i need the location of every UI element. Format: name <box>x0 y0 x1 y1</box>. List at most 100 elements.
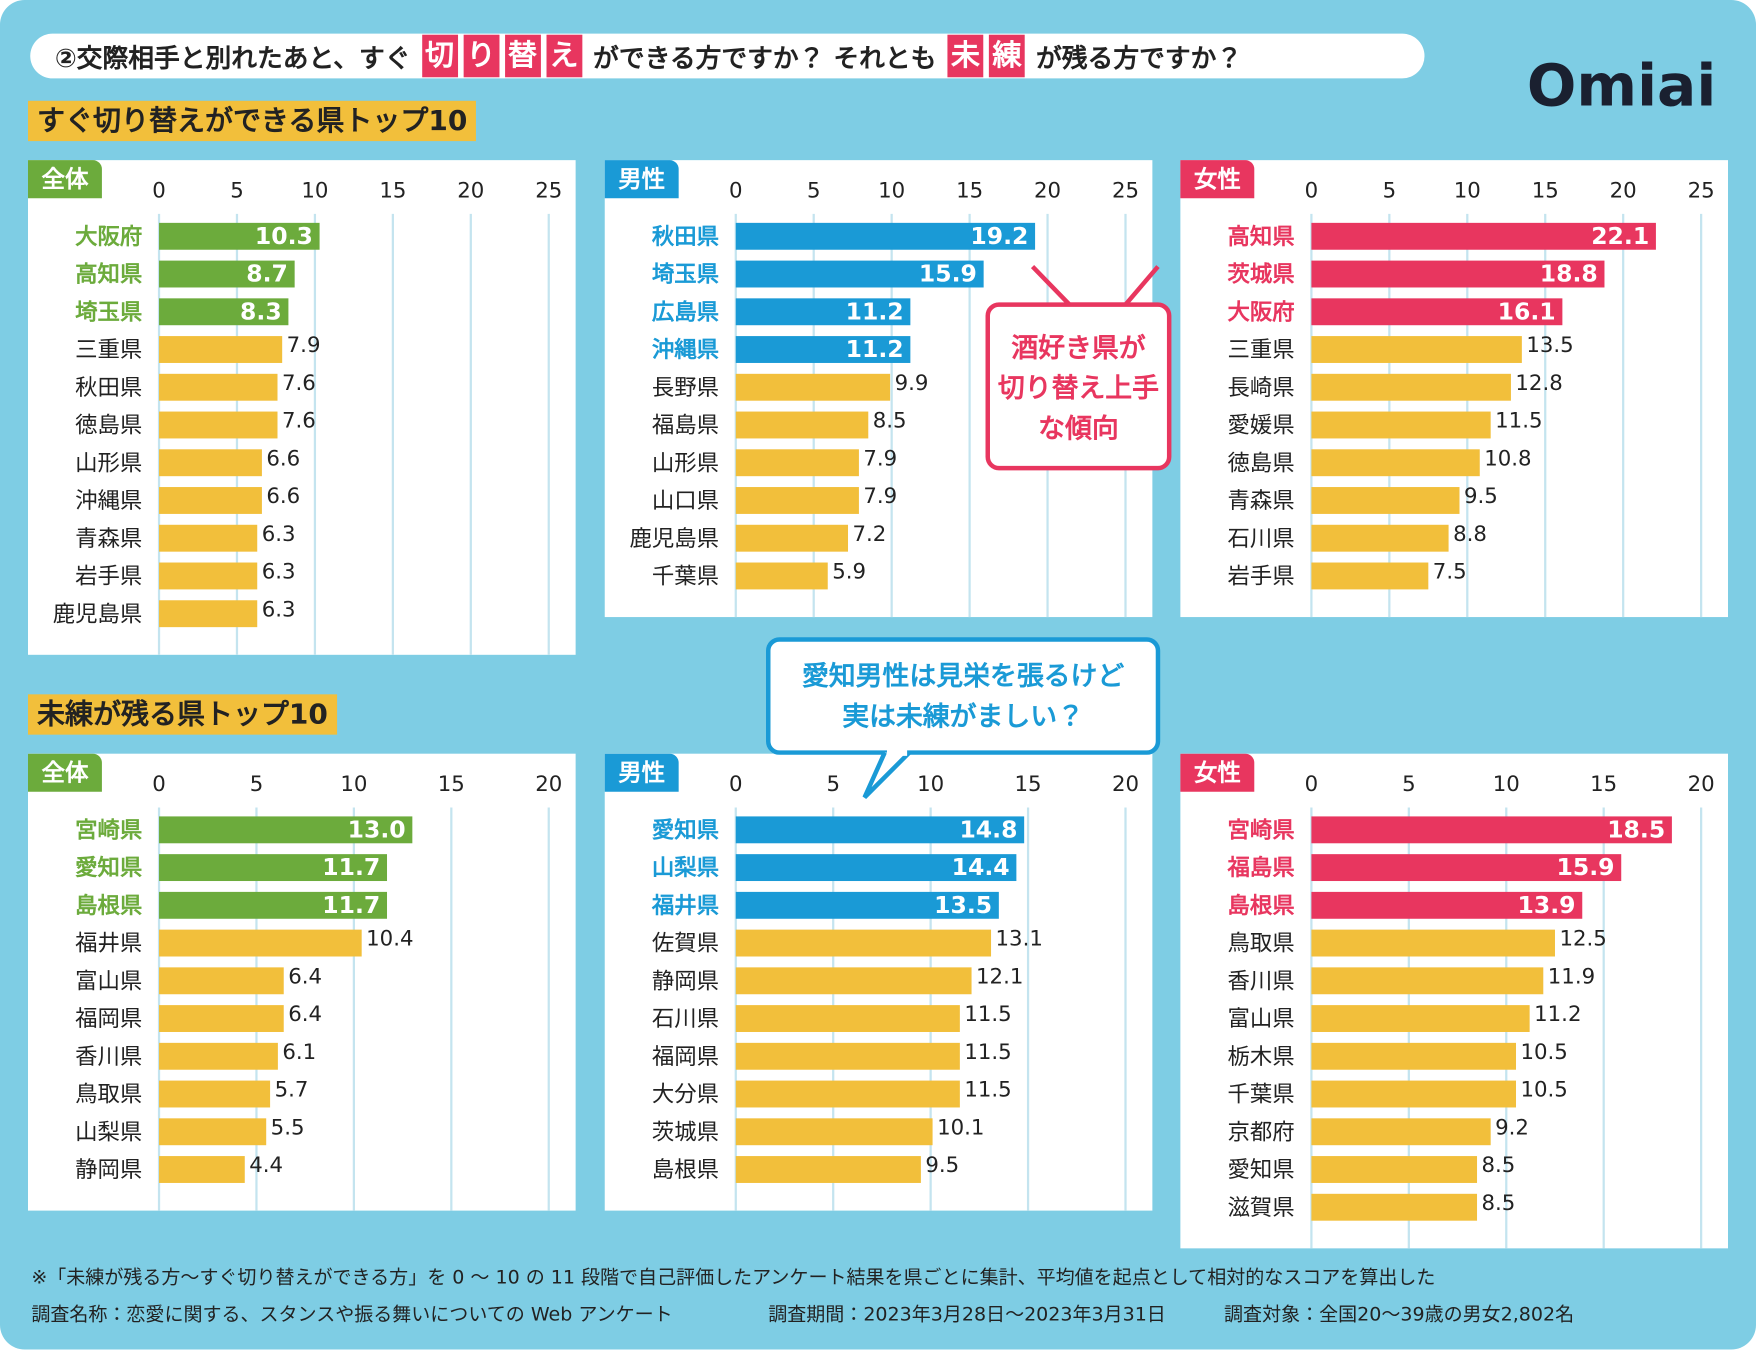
category-label: 福井県 <box>75 931 142 957</box>
bar <box>1311 1193 1478 1221</box>
bar <box>735 1080 960 1108</box>
x-tick-label: 10 <box>1493 772 1520 797</box>
category-label: 千葉県 <box>1227 1082 1294 1108</box>
x-tick-label: 10 <box>878 179 905 204</box>
value-label: 11.5 <box>964 1002 1011 1027</box>
value-label: 5.7 <box>275 1078 309 1103</box>
panel-label: 女性 <box>1194 165 1241 193</box>
bar <box>735 524 849 552</box>
category-label: 島根県 <box>1227 893 1294 919</box>
chart-panel: 全体 0 5 10 15 20 25 大阪府 10.3 高知県 8.7 埼玉県 8.3 三重県 7.9 秋田県… <box>27 160 576 655</box>
category-label: 愛知県 <box>1227 1157 1294 1183</box>
footnote: 調査期間：2023年3月28日〜2023年3月31日 <box>768 1303 1166 1325</box>
bar <box>1311 524 1449 552</box>
bar <box>1311 411 1491 439</box>
value-label: 11.5 <box>964 1040 1011 1065</box>
bar <box>1311 891 1583 919</box>
chart-panel: 全体 0 5 10 15 20 宮崎県 13.0 愛知県 11.7 島根県 11.7 福井県 10.4 富山… <box>27 753 576 1211</box>
bar <box>159 411 278 439</box>
x-tick-label: 15 <box>1590 772 1617 797</box>
value-label: 6.6 <box>266 446 300 471</box>
value-label: 6.1 <box>282 1040 316 1065</box>
bar <box>735 854 1017 882</box>
category-label: 佐賀県 <box>652 931 719 957</box>
category-label: 高知県 <box>1227 223 1294 250</box>
bar <box>1311 336 1522 363</box>
bar <box>735 222 1036 250</box>
panel-tab <box>1180 160 1255 199</box>
bar <box>159 816 413 844</box>
category-label: 沖縄県 <box>652 336 719 363</box>
highlight-char: 切 <box>421 34 458 78</box>
x-tick-label: 20 <box>1112 772 1139 797</box>
category-label: 富山県 <box>1227 1006 1294 1032</box>
category-label: 香川県 <box>1227 968 1294 994</box>
footnote: 調査対象：全国20〜39歳の男女2,802名 <box>1224 1303 1574 1325</box>
x-tick-label: 15 <box>438 772 465 797</box>
title-text: ②交際相手と別れたあと、すぐ <box>54 44 411 74</box>
panel-label: 男性 <box>618 165 665 193</box>
panel-tab <box>27 753 102 792</box>
bar <box>1311 854 1622 882</box>
category-label: 富山県 <box>75 968 142 994</box>
value-label: 10.5 <box>1520 1040 1567 1065</box>
value-label: 11.5 <box>1495 409 1542 434</box>
category-label: 三重県 <box>75 337 142 363</box>
value-label: 8.3 <box>240 297 282 325</box>
category-label: 岩手県 <box>1227 564 1294 590</box>
bar <box>159 1005 284 1032</box>
value-label: 11.7 <box>322 891 380 919</box>
bar <box>735 1118 933 1146</box>
callout-box <box>766 637 1161 755</box>
category-label: 高知県 <box>75 261 142 288</box>
bar <box>735 891 999 919</box>
value-label: 6.4 <box>288 1002 322 1027</box>
callout-text: 切り替え上手 <box>998 373 1159 404</box>
x-tick-label: 5 <box>826 772 840 797</box>
bar <box>1311 816 1672 844</box>
value-label: 19.2 <box>970 222 1028 250</box>
x-tick-label: 0 <box>1305 179 1319 204</box>
category-label: 三重県 <box>1227 337 1294 363</box>
category-label: 福岡県 <box>652 1044 719 1070</box>
value-label: 14.8 <box>959 815 1017 843</box>
value-label: 5.9 <box>832 560 866 585</box>
x-tick-label: 20 <box>535 772 562 797</box>
logo: Omiai <box>1527 52 1716 120</box>
value-label: 16.1 <box>1498 297 1556 325</box>
x-tick-label: 15 <box>956 179 983 204</box>
category-label: 秋田県 <box>75 375 142 401</box>
value-label: 14.4 <box>952 853 1010 881</box>
category-label: 山梨県 <box>652 855 719 881</box>
bar <box>159 967 284 995</box>
category-label: 静岡県 <box>75 1157 142 1183</box>
value-label: 7.9 <box>863 446 897 471</box>
panel-label: 全体 <box>41 758 88 786</box>
x-tick-label: 10 <box>301 179 328 204</box>
x-tick-label: 5 <box>250 772 264 797</box>
bar <box>1311 449 1480 477</box>
value-label: 6.4 <box>288 964 322 989</box>
category-label: 宮崎県 <box>75 817 142 843</box>
highlight-char: り <box>463 34 499 78</box>
value-label: 11.2 <box>846 335 904 363</box>
value-label: 22.1 <box>1591 222 1649 250</box>
value-label: 10.8 <box>1484 446 1531 471</box>
category-label: 宮崎県 <box>1227 817 1294 843</box>
value-label: 8.8 <box>1453 522 1487 547</box>
value-label: 7.2 <box>852 522 886 547</box>
highlight-char: 替 <box>504 34 541 78</box>
value-label: 4.4 <box>249 1153 283 1178</box>
bar <box>735 1156 921 1183</box>
value-label: 8.5 <box>1482 1153 1516 1178</box>
value-label: 18.5 <box>1607 815 1665 843</box>
highlight-char: え <box>546 34 582 78</box>
category-label: 福島県 <box>1226 855 1294 881</box>
bar <box>1311 373 1511 401</box>
header-title: ②交際相手と別れたあと、すぐ切り替えができる方ですか？ それとも未練が残る方です… <box>30 33 1425 79</box>
bar <box>159 891 388 919</box>
category-label: 鳥取県 <box>75 1082 142 1108</box>
panel-tab <box>1180 753 1255 792</box>
category-label: 大分県 <box>652 1082 719 1108</box>
